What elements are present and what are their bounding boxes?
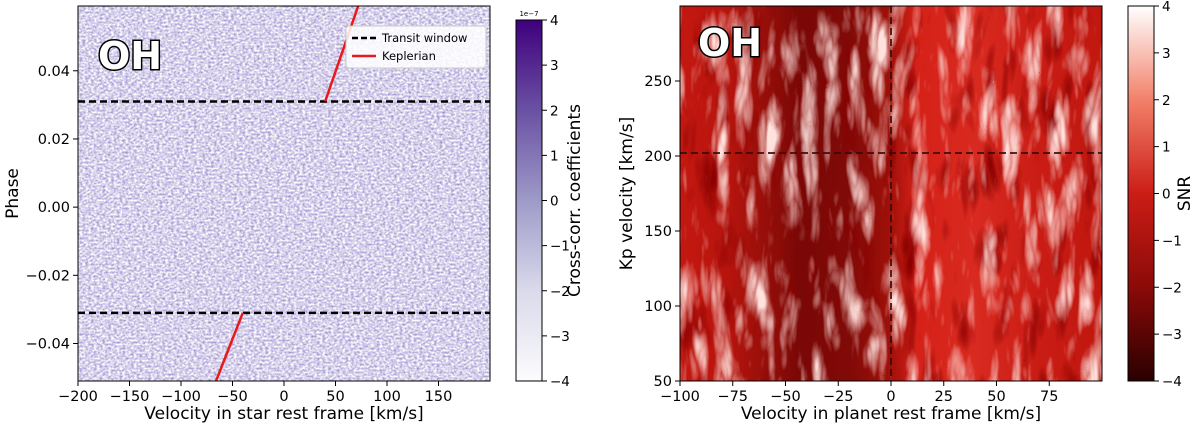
colorbar-tick-label: −4 [1162, 374, 1182, 390]
y-tick-label: 0.00 [38, 200, 70, 216]
x-tick-label: −100 [161, 389, 201, 405]
colorbar-tick-label: −3 [1162, 327, 1182, 343]
x-tick-label: 50 [987, 389, 1005, 405]
legend: Transit window Keplerian [345, 25, 487, 69]
x-tick-label: −25 [823, 389, 854, 405]
colorbar-tick-label: 0 [1162, 187, 1171, 203]
x-tick-label: 25 [935, 389, 953, 405]
x-tick-label: −50 [217, 389, 248, 405]
x-tick-label: 75 [1040, 389, 1058, 405]
right-colorbar-label: SNR [1175, 176, 1195, 212]
colorbar-tick-label: 2 [1162, 93, 1171, 109]
y-tick-label: −0.04 [26, 337, 70, 353]
x-tick-label: −50 [770, 389, 801, 405]
x-tick-label: −200 [58, 389, 98, 405]
x-tick-label: 0 [279, 389, 288, 405]
colorbar-tick-label: 1 [550, 148, 559, 164]
x-tick-label: 0 [886, 389, 895, 405]
left-colorbar: −4 −3 −2 −1 0 1 2 3 4 1e−7 Cross-corr. coefficie… [515, 10, 585, 390]
colorbar-tick-label: −1 [550, 239, 570, 255]
left-colorbar-offset: 1e−7 [519, 10, 538, 18]
left-x-ticks: −200 −150 −100 −50 0 50 100 150 [58, 381, 452, 405]
right-colorbar-gradient [1127, 5, 1155, 382]
transit-window-lines [78, 100, 490, 315]
right-x-axis-label: Velocity in planet rest frame [km/s] [741, 404, 1041, 424]
left-y-ticks: −0.04 −0.02 0.00 0.02 0.04 [26, 64, 78, 353]
right-chart: −100 −75 −50 −25 0 25 50 75 50 100 150 200 250 Velo… [617, 0, 1195, 424]
keplerian-lines [214, 5, 360, 382]
right-y-axis-label: Kp velocity [km/s] [617, 117, 637, 270]
y-tick-label: 250 [644, 74, 672, 90]
colorbar-tick-label: 3 [550, 58, 559, 74]
y-tick-label: 150 [644, 224, 672, 240]
right-colorbar: −4 −3 −2 −1 0 1 2 3 4 SNR [1127, 0, 1195, 390]
x-tick-label: −100 [660, 389, 700, 405]
left-colorbar-label: Cross-corr. coefficients [565, 104, 585, 297]
x-tick-label: 150 [425, 389, 453, 405]
keplerian-line [324, 5, 360, 102]
colorbar-tick-label: 0 [550, 194, 559, 210]
x-tick-label: −150 [110, 389, 150, 405]
y-tick-label: 0.04 [38, 64, 70, 80]
y-tick-label: −0.02 [26, 268, 70, 284]
colorbar-tick-label: −1 [1162, 233, 1182, 249]
colorbar-tick-label: 3 [1162, 46, 1171, 62]
colorbar-tick-label: −2 [550, 284, 570, 300]
colorbar-tick-label: 2 [550, 103, 559, 119]
x-tick-label: 50 [326, 389, 344, 405]
right-x-ticks: −100 −75 −50 −25 0 25 50 75 [660, 381, 1058, 405]
left-chart: −200 −150 −100 −50 0 50 100 150 −0.04 −0.02 0.00 0… [3, 5, 585, 424]
left-panel-label: OH [98, 34, 162, 78]
keplerian-line [214, 312, 244, 382]
right-y-ticks: 50 100 150 200 250 [644, 74, 680, 390]
legend-box [345, 25, 487, 69]
colorbar-tick-label: −3 [550, 329, 570, 345]
x-tick-label: 100 [373, 389, 401, 405]
x-tick-label: −75 [717, 389, 748, 405]
left-x-axis-label: Velocity in star rest frame [km/s] [144, 404, 423, 424]
colorbar-tick-label: 4 [550, 13, 559, 29]
colorbar-tick-label: −4 [550, 374, 570, 390]
left-y-axis-label: Phase [3, 168, 23, 219]
right-panel-label: OH [698, 21, 762, 65]
y-tick-label: 200 [644, 149, 672, 165]
y-tick-label: 50 [654, 374, 672, 390]
legend-keplerian-label: Keplerian [382, 49, 436, 63]
legend-transit-label: Transit window [381, 31, 467, 45]
colorbar-tick-label: 1 [1162, 140, 1171, 156]
left-colorbar-ticks: −4 −3 −2 −1 0 1 2 3 4 [542, 13, 570, 390]
colorbar-tick-label: 4 [1162, 0, 1171, 15]
y-tick-label: 100 [644, 299, 672, 315]
right-colorbar-ticks: −4 −3 −2 −1 0 1 2 3 4 [1154, 0, 1182, 390]
colorbar-tick-label: −2 [1162, 280, 1182, 296]
y-tick-label: 0.02 [38, 132, 70, 148]
left-colorbar-gradient [515, 19, 543, 382]
